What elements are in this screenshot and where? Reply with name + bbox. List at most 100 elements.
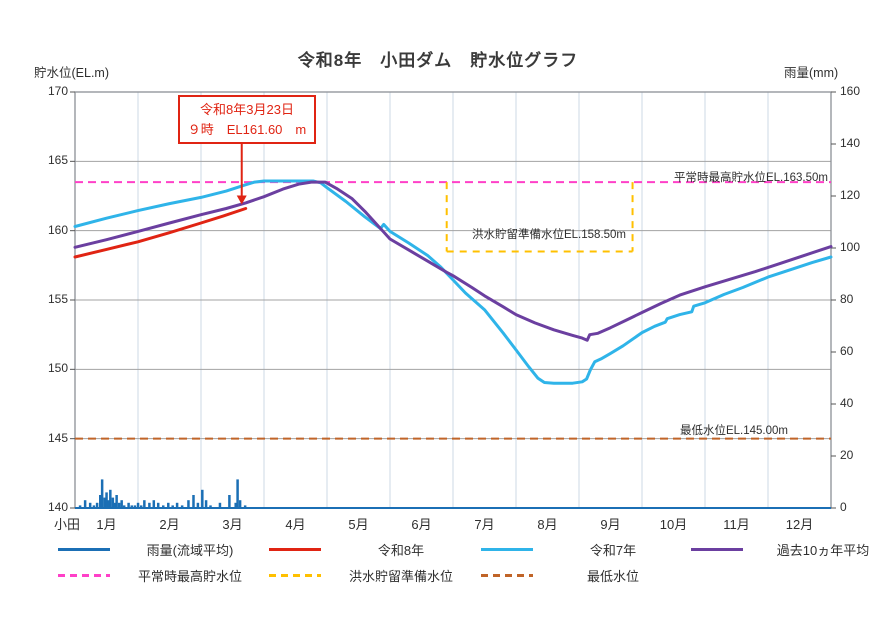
rain-bar (139, 505, 143, 508)
reference-line-label: 洪水貯留準備水位EL.158.50m (471, 229, 627, 241)
left-axis-tick-label: 165 (47, 153, 68, 168)
rain-bar (120, 500, 123, 508)
rain-bar (171, 505, 174, 508)
legend-label: 洪水貯留準備水位 (348, 568, 453, 584)
legend-label: 平常時最高貯水位 (137, 568, 242, 584)
month-label: 11月 (723, 517, 750, 532)
rain-bar (105, 492, 108, 508)
legend-label: 最低水位 (586, 568, 639, 584)
series-line (73, 207, 248, 259)
legend-dashed-line-swatch (58, 573, 110, 577)
station-label: 小田 (53, 517, 80, 532)
rain-bar (243, 505, 247, 508)
rain-bar (196, 502, 200, 508)
annotation-arrow-head (236, 195, 247, 205)
rain-bar (109, 489, 112, 508)
legend-item: 雨量(流域平均) (58, 541, 270, 558)
right-axis-caption: 雨量(mm) (784, 66, 839, 80)
left-axis-tick-label: 160 (47, 222, 68, 237)
legend-label: 雨量(流域平均) (146, 542, 234, 558)
left-axis-tick-label: 145 (47, 430, 68, 445)
rain-bar (113, 502, 116, 508)
rain-bar (201, 489, 204, 508)
rain-bar (99, 495, 102, 508)
rain-bar (122, 505, 126, 508)
series-line (73, 179, 833, 385)
month-label: 8月 (537, 517, 558, 532)
page-title: 令和8年 小田ダム 貯水位グラフ (297, 51, 579, 70)
right-axis-tick-label: 100 (840, 240, 861, 254)
legend-item: 令和7年 (481, 541, 693, 558)
rain-bar (107, 500, 110, 508)
rain-bar (103, 497, 106, 508)
rain-bar (127, 502, 130, 508)
rain-bar (78, 505, 82, 508)
legend-line-swatch (58, 547, 110, 551)
right-axis-tick-label: 160 (840, 84, 861, 98)
rain-bar (236, 479, 239, 508)
annotation-callout: 令和8年3月23日 ９時 EL161.60 m (178, 95, 316, 144)
rain-bar (143, 500, 146, 508)
legend-line-swatch (481, 547, 533, 551)
rain-bar (133, 505, 137, 508)
legend-line-swatch (269, 547, 321, 551)
rain-bar (175, 502, 179, 508)
right-axis-tick-label: 80 (840, 292, 854, 306)
annotation-value: ９時 EL161.60 m (187, 121, 307, 137)
reference-line-label: 最低水位EL.145.00m (679, 425, 788, 437)
rain-bar (92, 505, 96, 508)
left-axis-tick-label: 140 (47, 500, 68, 514)
rain-bar (152, 500, 156, 508)
month-label: 7月 (474, 517, 495, 532)
month-label: 1月 (96, 517, 117, 532)
right-axis-tick-label: 0 (840, 500, 847, 514)
rain-bar (117, 502, 121, 508)
legend-item: 平常時最高貯水位 (58, 567, 270, 584)
month-label: 5月 (348, 517, 369, 532)
rain-bar (238, 500, 242, 508)
legend-dashed-line-swatch (481, 573, 533, 577)
rain-bar (162, 505, 165, 508)
rain-bar (218, 502, 222, 508)
month-label: 10月 (659, 517, 688, 532)
annotation-date: 令和8年3月23日 (200, 101, 294, 117)
rain-bar (234, 502, 237, 508)
rain-bar (95, 502, 99, 508)
month-label: 6月 (411, 517, 432, 532)
left-axis-tick-label: 155 (47, 292, 68, 306)
month-label: 3月 (222, 517, 243, 532)
month-label: 12月 (785, 517, 814, 532)
month-label: 4月 (285, 517, 306, 532)
rain-bar (187, 500, 190, 508)
legend-label: 過去10ヵ年平均 (776, 542, 870, 558)
rain-bar (167, 502, 170, 508)
left-axis-tick-label: 170 (47, 84, 68, 98)
month-label: 2月 (159, 517, 180, 532)
right-axis-tick-label: 20 (840, 448, 854, 462)
rain-bar (192, 495, 195, 508)
rain-bar (115, 495, 118, 508)
rain-bar (88, 502, 92, 508)
legend-dashed-line-swatch (269, 573, 321, 577)
rain-bar (130, 505, 133, 508)
rain-bar (83, 500, 87, 508)
legend-label: 令和7年 (589, 542, 637, 558)
legend-label: 令和8年 (377, 542, 425, 558)
rain-bar (180, 505, 184, 508)
rain-bar (148, 502, 151, 508)
legend-item: 過去10ヵ年平均 (691, 541, 890, 558)
month-label: 9月 (600, 517, 621, 532)
legend-line-swatch (691, 547, 743, 551)
rain-bar (136, 502, 140, 508)
right-axis-tick-label: 140 (840, 136, 861, 150)
rain-bar (156, 502, 160, 508)
rain-bar (204, 500, 208, 508)
legend-item: 洪水貯留準備水位 (269, 567, 481, 584)
series-line (73, 180, 833, 342)
legend-item: 令和8年 (269, 541, 481, 558)
legend-item: 最低水位 (481, 567, 693, 584)
rain-bar (228, 495, 231, 508)
left-axis-caption: 貯水位(EL.m) (34, 66, 110, 80)
